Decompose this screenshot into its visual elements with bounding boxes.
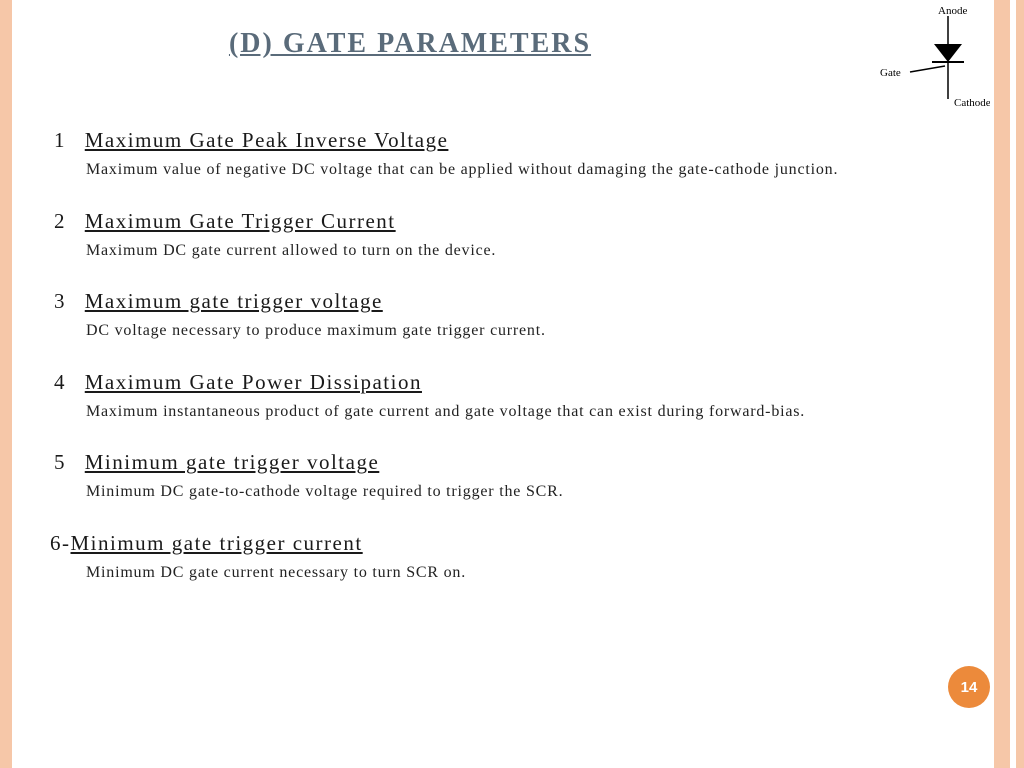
- param-heading: 4 Maximum Gate Power Dissipation: [54, 370, 874, 395]
- param-number: 1: [54, 128, 78, 153]
- page-number: 14: [961, 679, 978, 696]
- param-number: 5: [54, 450, 78, 475]
- param-desc: DC voltage necessary to produce maximum …: [86, 320, 866, 342]
- param-heading: 2 Maximum Gate Trigger Current: [54, 209, 874, 234]
- page-number-badge: 14: [948, 666, 990, 708]
- param-item-4: 4 Maximum Gate Power Dissipation Maximum…: [54, 370, 874, 423]
- anode-label: Anode: [938, 5, 967, 17]
- param-desc: Maximum value of negative DC voltage tha…: [86, 159, 866, 181]
- scr-symbol-diagram: Anode Gate Cathode: [850, 4, 990, 114]
- param-number: 2: [54, 209, 78, 234]
- param-desc: Maximum instantaneous product of gate cu…: [86, 401, 866, 423]
- left-decor-stripe: [0, 0, 12, 768]
- gate-label: Gate: [880, 67, 901, 79]
- param-item-6: 6-Minimum gate trigger current Minimum D…: [54, 531, 874, 584]
- param-title: Minimum gate trigger voltage: [85, 450, 380, 474]
- param-item-2: 2 Maximum Gate Trigger Current Maximum D…: [54, 209, 874, 262]
- slide-title: (D) GATE PARAMETERS: [0, 28, 820, 60]
- param-desc: Minimum DC gate-to-cathode voltage requi…: [86, 481, 866, 503]
- param-number: 4: [54, 370, 78, 395]
- param-desc: Minimum DC gate current necessary to tur…: [86, 562, 866, 584]
- param-item-5: 5 Minimum gate trigger voltage Minimum D…: [54, 450, 874, 503]
- param-heading: 1 Maximum Gate Peak Inverse Voltage: [54, 128, 874, 153]
- param-heading: 6-Minimum gate trigger current: [50, 531, 874, 556]
- param-title: Maximum Gate Trigger Current: [85, 209, 396, 233]
- param-heading: 5 Minimum gate trigger voltage: [54, 450, 874, 475]
- param-title: Maximum gate trigger voltage: [85, 289, 383, 313]
- param-item-3: 3 Maximum gate trigger voltage DC voltag…: [54, 289, 874, 342]
- param-title: Maximum Gate Power Dissipation: [85, 370, 422, 394]
- cathode-label: Cathode: [954, 97, 990, 109]
- right-decor-stripe-2: [1016, 0, 1024, 768]
- param-desc: Maximum DC gate current allowed to turn …: [86, 240, 866, 262]
- right-decor-stripe-1: [994, 0, 1010, 768]
- param-heading: 3 Maximum gate trigger voltage: [54, 289, 874, 314]
- param-title: Minimum gate trigger current: [71, 531, 363, 555]
- param-number: 3: [54, 289, 78, 314]
- param-number: 6-: [50, 531, 71, 556]
- content-area: 1 Maximum Gate Peak Inverse Voltage Maxi…: [54, 128, 874, 584]
- param-item-1: 1 Maximum Gate Peak Inverse Voltage Maxi…: [54, 128, 874, 181]
- param-title: Maximum Gate Peak Inverse Voltage: [85, 128, 449, 152]
